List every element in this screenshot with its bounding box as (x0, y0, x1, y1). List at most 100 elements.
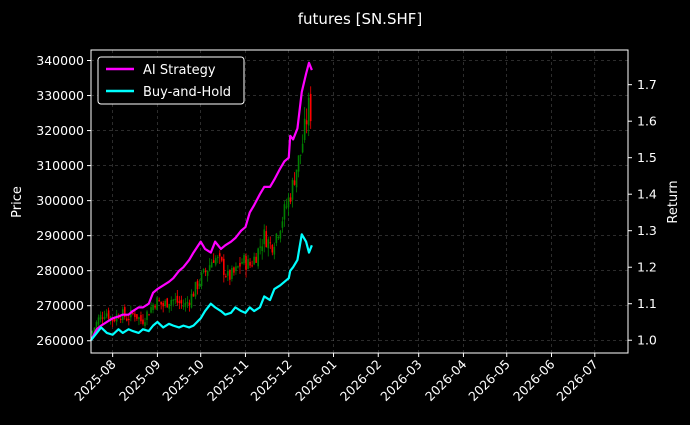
candle-up-body (138, 317, 140, 320)
left-tick-label: 290000 (36, 228, 84, 243)
candle-up-body (261, 246, 264, 251)
candle-down-body (255, 256, 257, 263)
return-series (90, 61, 313, 341)
candle-up-body (307, 97, 310, 126)
candle-up-body (95, 322, 98, 329)
candle-down-body (140, 315, 142, 322)
candle-down-body (136, 314, 138, 319)
candle-up-body (146, 311, 148, 320)
candle-down-body (225, 276, 227, 278)
candle-down-body (245, 256, 247, 270)
candle-down-body (204, 270, 207, 273)
candle-down-body (148, 314, 150, 316)
right-tick-label: 1.7 (637, 77, 657, 92)
candle-down-body (134, 313, 136, 317)
candle-up-body (172, 299, 175, 301)
candle-down-body (113, 319, 116, 321)
candle-down-body (269, 242, 272, 244)
candle-up-body (263, 229, 266, 245)
candle-up-body (186, 301, 189, 304)
candle-up-body (275, 233, 278, 243)
candle-down-body (229, 270, 231, 280)
candle-up-body (182, 305, 185, 307)
candle-up-body (144, 322, 146, 326)
candle-down-body (192, 293, 195, 297)
left-tick-label: 320000 (36, 123, 84, 138)
buy-and-hold-line (90, 233, 313, 341)
left-tick-label: 340000 (36, 53, 84, 68)
candle-up-body (287, 197, 290, 208)
left-tick-label: 270000 (36, 298, 84, 313)
candle-up-body (241, 261, 243, 264)
candle-down-body (128, 318, 130, 320)
candle-down-body (123, 307, 126, 318)
candle-down-body (101, 317, 104, 319)
right-y-axis: 1.0 1.1 1.2 1.3 1.4 1.5 1.6 1.7 (628, 77, 657, 348)
candle-down-body (305, 120, 308, 125)
candle-down-body (218, 253, 221, 257)
candle-down-body (251, 265, 253, 267)
ai-strategy-line (90, 61, 313, 341)
candle-up-body (174, 298, 177, 300)
legend-label-ai-strategy: AI Strategy (143, 63, 216, 78)
candle-down-body (107, 310, 110, 319)
candle-up-body (99, 314, 102, 320)
candle-up-body (190, 293, 193, 308)
candle-up-body (297, 155, 300, 172)
legend-box (97, 56, 245, 105)
candle-up-body (285, 206, 288, 208)
candle-down-body (233, 267, 235, 273)
candle-down-body (142, 319, 144, 324)
candle-up-body (299, 154, 302, 156)
candle-up-body (273, 246, 276, 255)
legend-label-buy-and-hold: Buy-and-Hold (143, 85, 231, 100)
right-tick-label: 1.3 (637, 223, 657, 238)
candle-down-body (293, 180, 296, 185)
candle-up-body (257, 248, 259, 267)
candle-up-body (253, 256, 255, 265)
candle-up-body (214, 258, 217, 265)
candle-up-body (295, 169, 298, 188)
candle-down-body (223, 258, 225, 275)
candle-down-body (154, 305, 156, 308)
candle-down-body (289, 197, 292, 202)
candle-down-body (132, 312, 134, 314)
candle-up-body (156, 297, 158, 310)
candle-down-body (265, 231, 268, 248)
candle-up-body (200, 272, 203, 287)
candle-up-body (247, 259, 249, 269)
candle-down-body (180, 299, 183, 304)
candle-down-body (166, 298, 169, 308)
candle-down-body (239, 262, 241, 267)
candle-down-body (158, 300, 160, 302)
candle-up-body (281, 221, 284, 228)
candle-up-body (93, 327, 96, 332)
chart-title: futures [SN.SHF] (298, 10, 422, 28)
candle-down-body (212, 260, 215, 263)
candle-down-body (196, 280, 199, 290)
candle-down-body (126, 318, 128, 321)
candle-up-body (97, 317, 100, 325)
candle-up-body (235, 266, 237, 271)
right-tick-label: 1.1 (637, 296, 657, 311)
left-axis-label: Price (10, 186, 25, 218)
candle-up-body (168, 304, 171, 309)
right-tick-label: 1.2 (637, 260, 657, 275)
candle-up-body (164, 300, 166, 306)
candle-down-body (176, 295, 179, 303)
right-tick-label: 1.6 (637, 114, 657, 129)
candle-up-body (206, 271, 209, 276)
legend: AI Strategy Buy-and-Hold (97, 56, 245, 105)
candle-up-body (283, 204, 286, 220)
candle-up-body (291, 179, 294, 200)
left-tick-label: 300000 (36, 193, 84, 208)
candle-down-body (119, 318, 122, 320)
right-tick-label: 1.5 (637, 150, 657, 165)
candle-up-body (267, 239, 270, 249)
candle-down-body (220, 257, 223, 261)
candle-up-body (91, 331, 94, 334)
candle-down-body (178, 301, 181, 304)
candle-up-body (259, 246, 261, 248)
candle-up-body (231, 267, 233, 279)
